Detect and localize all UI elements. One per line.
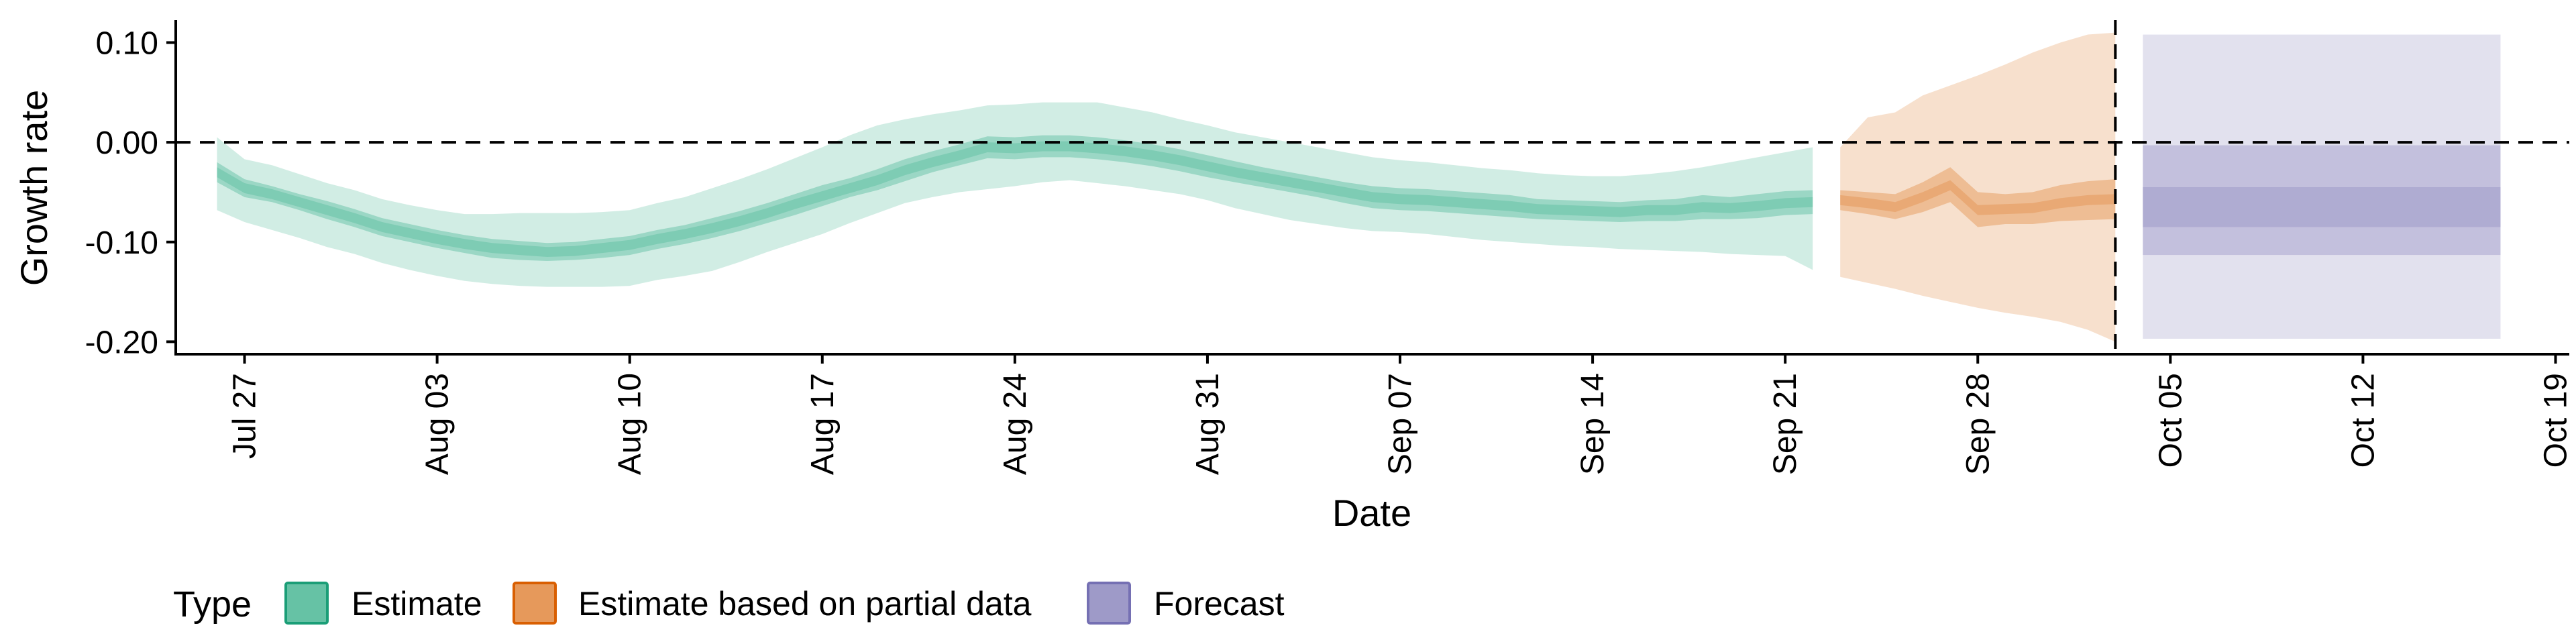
- y-tick-label: 0.00: [96, 125, 158, 161]
- estimate-based-on-partial-data-band-50: [1840, 167, 2116, 227]
- reference-line-layer: [176, 20, 2569, 354]
- x-tick-label: Sep 14: [1575, 373, 1611, 475]
- estimate-based-on-partial-data-band-90: [1840, 32, 2116, 342]
- legend: Type Estimate Estimate based on partial …: [173, 582, 1285, 625]
- x-tick-label: Aug 10: [612, 373, 648, 475]
- x-tick-label: Aug 17: [805, 373, 841, 475]
- y-tick-label: 0.10: [96, 25, 158, 61]
- legend-label-estimate: Estimate: [352, 585, 482, 623]
- x-tick-label: Sep 28: [1960, 373, 1996, 475]
- estimate-band-50: [217, 135, 1813, 262]
- legend-title: Type: [173, 584, 252, 625]
- forecast-band-95: [2143, 34, 2501, 339]
- legend-label-forecast: Forecast: [1154, 585, 1285, 623]
- x-tick-label: Jul 27: [227, 373, 263, 459]
- y-tick-label: -0.10: [85, 225, 158, 261]
- x-tick-label: Oct 12: [2345, 373, 2381, 468]
- x-axis-title: Date: [1332, 492, 1411, 534]
- legend-swatch-partial: [513, 582, 557, 625]
- estimate-based-on-partial-data-median-band: [1840, 180, 2116, 215]
- y-tick-layer: 0.10 0.00 -0.10 -0.20: [85, 25, 176, 360]
- x-tick-label: Oct 19: [2538, 373, 2573, 468]
- y-tick-label: -0.20: [85, 325, 158, 360]
- legend-label-partial: Estimate based on partial data: [578, 585, 1032, 623]
- forecast-band-50: [2143, 187, 2501, 227]
- x-tick-label: Aug 03: [420, 373, 455, 475]
- x-tick-layer: Jul 27 Aug 03 Aug 10 Aug 17 Aug 24 Aug 31 Sep …: [227, 354, 2573, 475]
- ribbon-layer: [217, 32, 2501, 342]
- y-axis-title: Growth rate: [13, 90, 55, 286]
- x-tick-label: Aug 24: [998, 373, 1033, 475]
- x-tick-label: Sep 07: [1383, 373, 1418, 475]
- x-tick-label: Sep 21: [1768, 373, 1803, 475]
- legend-swatch-estimate: [284, 582, 329, 625]
- x-tick-label: Aug 31: [1190, 373, 1226, 475]
- legend-swatch-forecast: [1087, 582, 1131, 625]
- x-tick-label: Oct 05: [2153, 373, 2188, 468]
